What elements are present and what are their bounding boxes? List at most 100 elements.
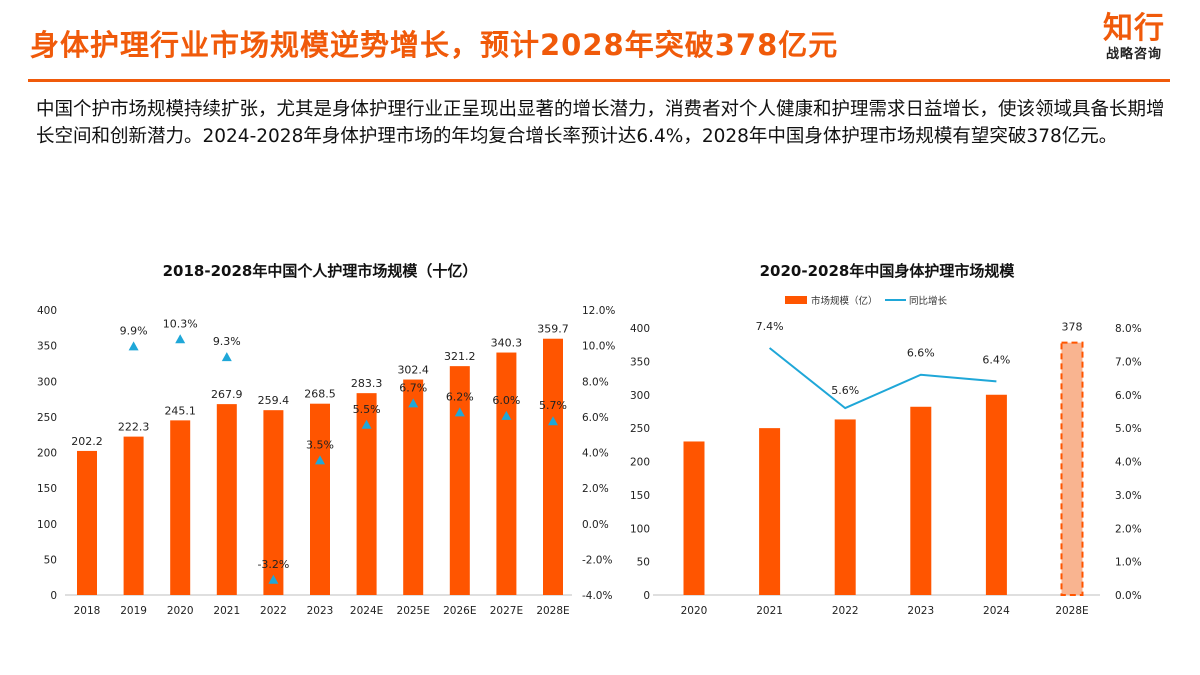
y-tick-label: 300 — [630, 390, 650, 402]
page-title: 身体护理行业市场规模逆势增长，预计2028年突破378亿元 — [30, 28, 839, 62]
y2-tick-label: 1.0% — [1115, 557, 1142, 569]
y2-tick-label: 7.0% — [1115, 356, 1142, 368]
logo: 知行 战略咨询 — [1094, 12, 1174, 64]
x-tick-label: 2027E — [490, 605, 523, 617]
y2-tick-label: 8.0% — [582, 376, 609, 388]
x-tick-label: 2022 — [832, 605, 859, 617]
growth-data-label: 7.4% — [756, 320, 784, 333]
growth-data-label: 5.6% — [831, 384, 859, 397]
logo-main: 知行 — [1103, 11, 1165, 46]
bar — [77, 450, 97, 595]
bar-data-label: 267.9 — [211, 388, 243, 401]
bar — [1060, 341, 1084, 596]
bar — [263, 410, 284, 595]
y-tick-label: 50 — [637, 557, 650, 569]
growth-marker — [175, 334, 186, 344]
growth-data-label: 6.0% — [492, 394, 520, 407]
y-tick-label: 250 — [630, 423, 650, 435]
growth-data-label: 6.4% — [982, 353, 1010, 366]
legend-line-label: 同比增长 — [909, 295, 948, 307]
bar — [683, 441, 705, 595]
growth-data-label: 5.7% — [539, 399, 567, 412]
x-tick-label: 2020 — [681, 605, 708, 617]
chart-title: 2018-2028年中国个人护理市场规模（十亿） — [163, 262, 478, 280]
y2-tick-label: 12.0% — [582, 305, 615, 317]
bar — [216, 404, 237, 595]
y2-tick-label: 0.0% — [582, 519, 609, 531]
bar — [910, 406, 932, 595]
summary-paragraph: 中国个护市场规模持续扩张，尤其是身体护理行业正呈现出显著的增长潜力，消费者对个人… — [36, 99, 1165, 147]
growth-data-label: 6.7% — [399, 381, 427, 394]
y2-tick-label: 6.0% — [582, 412, 609, 424]
y2-tick-label: 8.0% — [1115, 323, 1142, 335]
y-tick-label: 400 — [37, 305, 57, 317]
y-tick-label: 100 — [630, 523, 650, 535]
bar-data-label: 259.4 — [258, 394, 290, 407]
growth-data-label: 3.5% — [306, 438, 334, 451]
growth-marker — [548, 416, 558, 426]
x-tick-label: 2022 — [260, 605, 287, 617]
growth-marker — [361, 419, 372, 429]
chart-2: 2020-2028年中国身体护理市场规模 0 50 100 150 200 250 300 35… — [630, 262, 1142, 617]
bar-data-label: 302.4 — [397, 364, 429, 377]
y-tick-label: 0 — [50, 590, 57, 602]
y2-tick-label: -2.0% — [582, 554, 612, 566]
legend-bar-swatch — [785, 296, 807, 304]
x-tick-label: 2023 — [307, 605, 334, 617]
x-tick-label: 2024 — [983, 605, 1010, 617]
growth-data-label: 9.3% — [213, 335, 241, 348]
x-tick-label: 2028E — [1055, 605, 1088, 617]
x-tick-label: 2026E — [443, 605, 476, 617]
bar-data-label: 245.1 — [164, 404, 196, 417]
x-tick-label: 2020 — [167, 605, 194, 617]
growth-marker — [268, 574, 279, 584]
x-tick-label: 2018 — [74, 605, 101, 617]
y-tick-label: 200 — [37, 448, 57, 460]
title-divider — [28, 79, 1170, 82]
bar — [496, 352, 517, 595]
bar-data-label: 268.5 — [304, 388, 336, 401]
y-tick-label: 0 — [643, 590, 650, 602]
y-tick-label: 350 — [630, 356, 650, 368]
y-tick-label: 100 — [37, 519, 57, 531]
growth-marker — [128, 341, 139, 351]
y-tick-label: 150 — [37, 483, 57, 495]
growth-data-label: 9.9% — [120, 324, 148, 337]
bar-data-label: 222.3 — [118, 421, 150, 434]
growth-data-label: -3.2% — [257, 558, 289, 571]
y-tick-label: 250 — [37, 412, 57, 424]
x-tick-label: 2024E — [350, 605, 383, 617]
bar — [403, 379, 424, 595]
y2-tick-label: 5.0% — [1115, 423, 1142, 435]
growth-data-label: 10.3% — [163, 317, 198, 330]
growth-marker — [454, 407, 465, 417]
growth-marker — [315, 455, 325, 465]
x-tick-label: 2025E — [397, 605, 430, 617]
x-tick-label: 2021 — [213, 605, 240, 617]
bar — [985, 394, 1007, 595]
growth-line — [768, 347, 997, 410]
bar — [170, 420, 191, 595]
y-tick-label: 300 — [37, 376, 57, 388]
legend-bar-label: 市场规模（亿） — [811, 295, 878, 307]
x-tick-label: 2021 — [756, 605, 783, 617]
y-tick-label: 150 — [630, 490, 650, 502]
growth-marker — [408, 398, 419, 408]
chart-title: 2020-2028年中国身体护理市场规模 — [760, 262, 1016, 280]
y2-tick-label: 10.0% — [582, 341, 615, 353]
bar-data-label: 378 — [1062, 321, 1083, 334]
y2-tick-label: 6.0% — [1115, 390, 1142, 402]
y2-tick-label: -4.0% — [582, 590, 612, 602]
bar-data-label: 359.7 — [537, 323, 569, 336]
bar-data-label: 202.2 — [71, 435, 103, 448]
y2-tick-label: 4.0% — [582, 448, 609, 460]
y2-tick-label: 4.0% — [1115, 457, 1142, 469]
bar — [759, 428, 781, 595]
bar — [356, 393, 377, 595]
bar — [123, 436, 144, 595]
chart-1: 2018-2028年中国个人护理市场规模（十亿） 0 50 100 150 200 250 3… — [37, 262, 615, 617]
y2-tick-label: 2.0% — [582, 483, 609, 495]
y-tick-label: 350 — [37, 341, 57, 353]
y-tick-label: 400 — [630, 323, 650, 335]
